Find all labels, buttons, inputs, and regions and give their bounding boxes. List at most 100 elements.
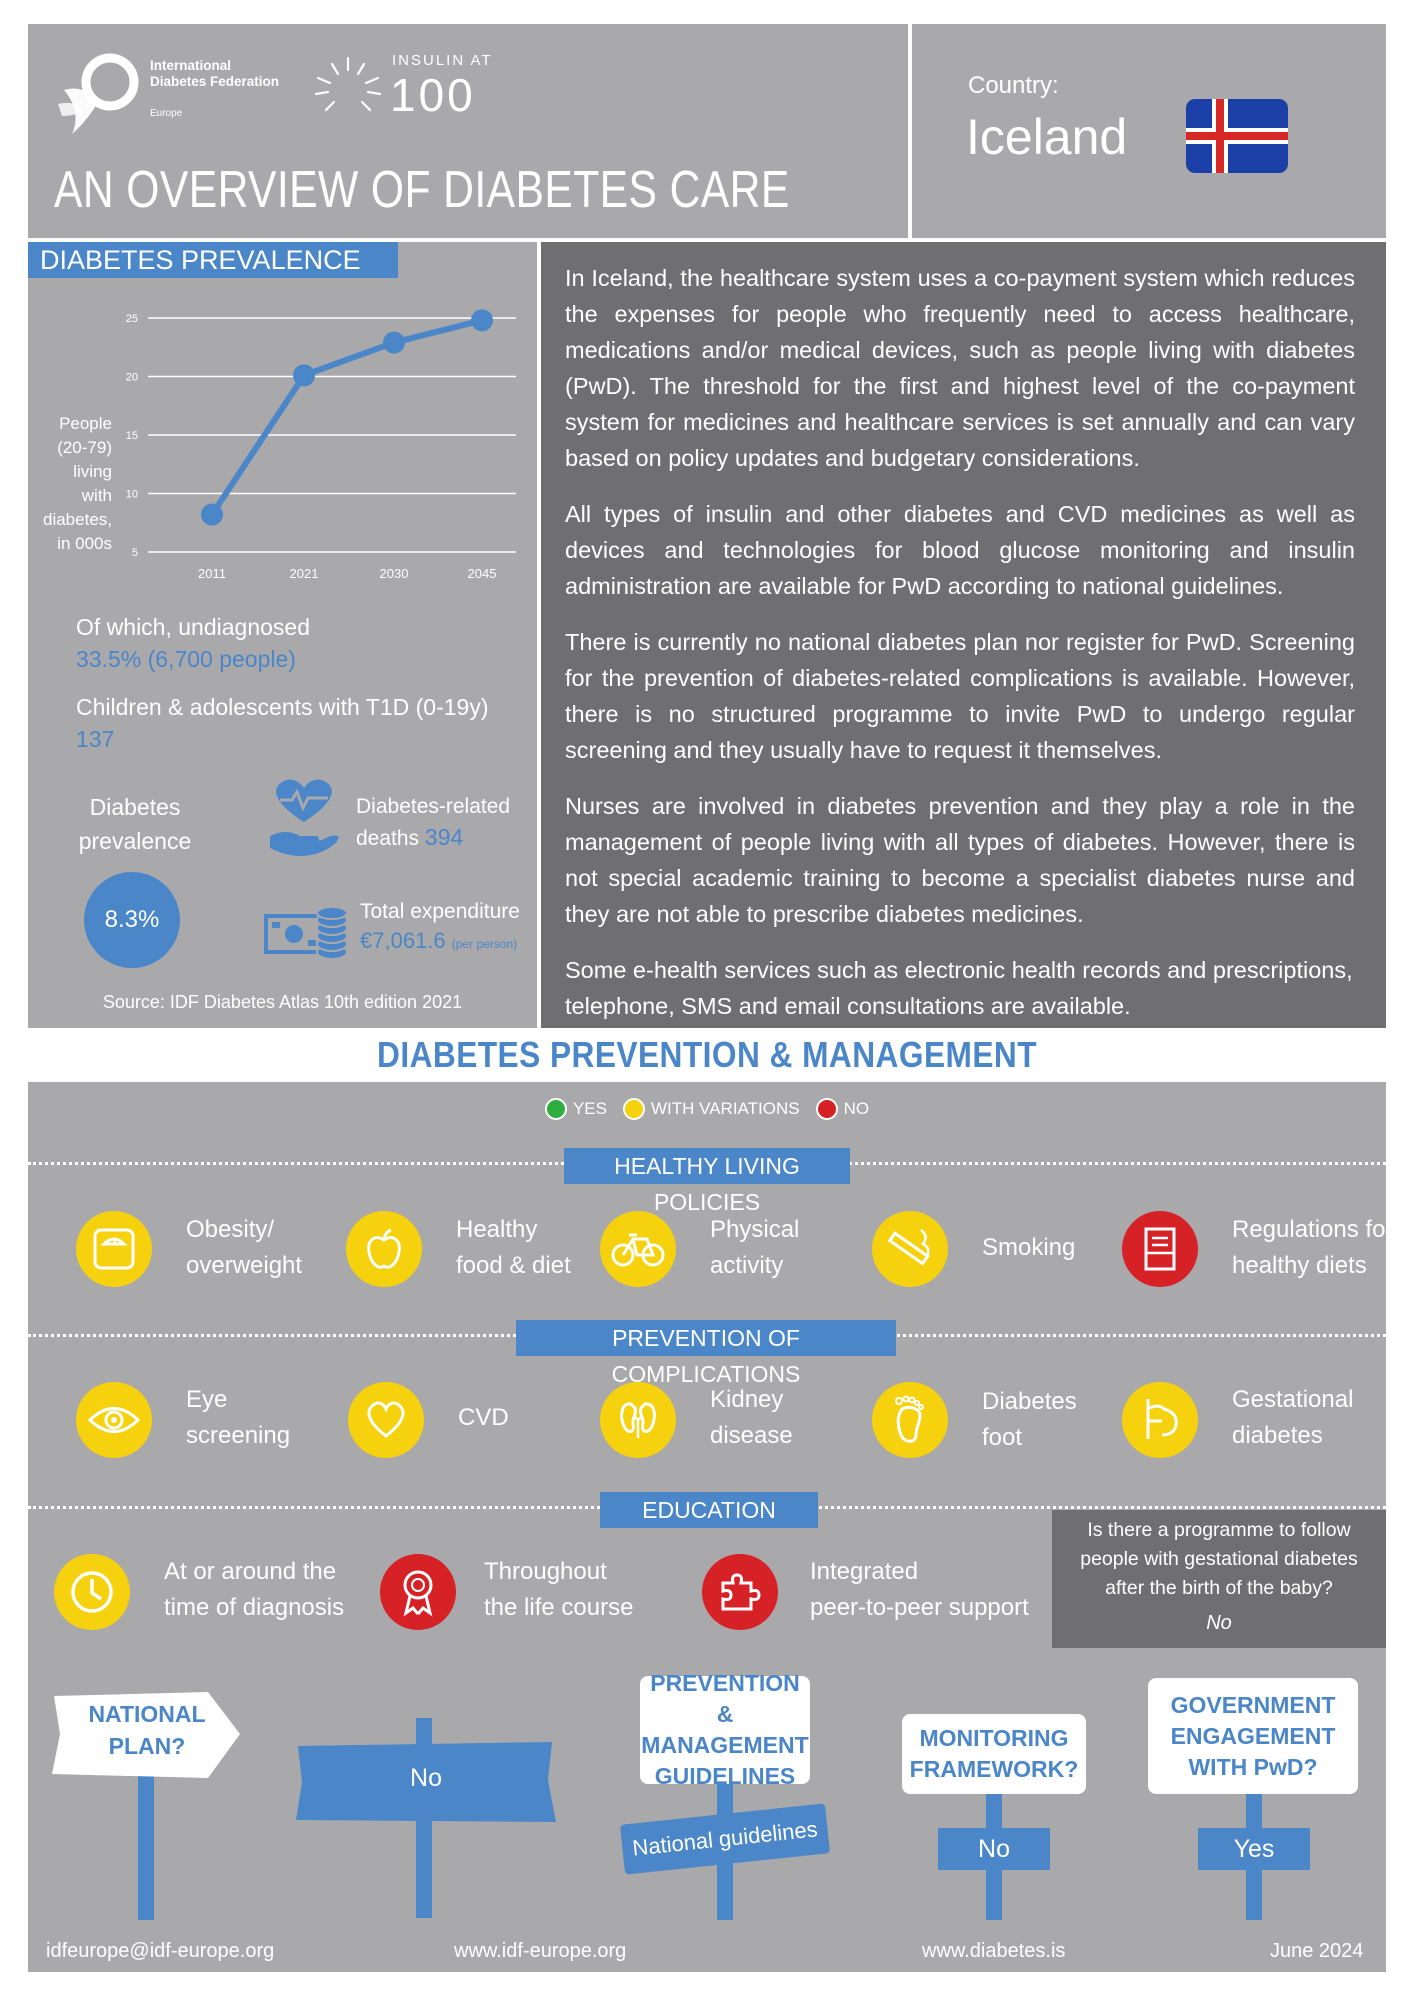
signpost-pole (138, 1740, 154, 1920)
paragraph: All types of insulin and other diabetes … (565, 501, 1355, 599)
section-title-text: DIABETES PREVENTION & MANAGEMENT (376, 1034, 1038, 1075)
education-item-label: Integrated peer-to-peer support (810, 1554, 1029, 1626)
paragraph: There is currently no national diabetes … (565, 629, 1355, 763)
data-point (471, 309, 493, 332)
paragraph: Some e-health services such as electroni… (565, 957, 1353, 1019)
item-line: peer-to-peer support (810, 1594, 1029, 1621)
header-panel (28, 24, 908, 238)
monitoring-answer-text: No (978, 1834, 1010, 1863)
pregnancy-icon (1122, 1382, 1198, 1458)
complication-item-label: Kidney disease (710, 1382, 793, 1454)
legend-variations: WITH VARIATIONS (650, 1099, 800, 1118)
education-item-label: At or around the time of diagnosis (164, 1554, 344, 1626)
expenditure-label: Total expenditure (360, 900, 520, 923)
ylabel-line: diabetes, (43, 510, 112, 529)
country-panel (912, 24, 1386, 238)
section-title: DIABETES PREVENTION & MANAGEMENT (0, 1034, 1414, 1076)
healthy-item-label: Physical activity (710, 1212, 799, 1284)
data-point (383, 331, 405, 354)
item-line: Gestational (1232, 1386, 1354, 1413)
legend-no: NO (843, 1099, 870, 1118)
ylabel-line: living (73, 462, 112, 481)
footer-email[interactable]: idfeurope@idf-europe.org (46, 1940, 275, 1962)
item-line: Integrated (810, 1558, 919, 1585)
item-line: At or around the (164, 1558, 337, 1585)
data-point (293, 364, 315, 387)
item-line: food & diet (456, 1252, 571, 1279)
source-note: Source: IDF Diabetes Atlas 10th edition … (102, 992, 463, 1012)
item-line: Healthy (456, 1216, 538, 1243)
country-label: Country: (968, 72, 1059, 99)
gestational-question: Is there a programme to follow people wi… (1080, 1519, 1358, 1599)
x-tick-label: 2011 (198, 566, 226, 581)
document-icon (1122, 1211, 1198, 1287)
bicycle-icon (600, 1211, 676, 1287)
item-line: screening (186, 1422, 291, 1449)
item-line: Kidney (710, 1386, 784, 1413)
government-answer: Yes (1198, 1828, 1310, 1870)
expenditure-value-row: €7,061.6 (per person) (360, 928, 517, 954)
footer-bar (28, 1930, 1386, 1972)
complication-item-label: CVD (458, 1400, 509, 1436)
complication-item-label: Gestational diabetes (1232, 1382, 1353, 1454)
paragraph: In Iceland, the healthcare system uses a… (565, 265, 1355, 471)
legend-yes: YES (572, 1099, 607, 1118)
government-answer-text: Yes (1233, 1834, 1275, 1863)
idf-name: International Diabetes Federation (150, 58, 280, 89)
item-line: Smoking (982, 1234, 1076, 1261)
children-value: 137 (76, 726, 115, 752)
legend-no-dot (815, 1098, 838, 1120)
item-line: the life course (484, 1594, 634, 1621)
puzzle-icon (702, 1554, 778, 1630)
monitoring-question: MONITORING FRAMEWORK? (902, 1714, 1086, 1794)
children-label: Children & adolescents with T1D (0-19y) (76, 694, 489, 720)
heart-icon (348, 1382, 424, 1458)
money-coins-icon (264, 906, 348, 960)
scale-icon (76, 1211, 152, 1287)
complications-tab: PREVENTION OF COMPLICATIONS (516, 1320, 896, 1387)
item-line: Throughout (484, 1558, 607, 1585)
ylabel-line: with (81, 486, 112, 505)
deaths-label-text: Diabetes-related deaths (356, 795, 511, 850)
footer-website-local[interactable]: www.diabetes.is (922, 1940, 1066, 1962)
eye-icon (76, 1382, 152, 1458)
iceland-flag-icon (1186, 99, 1288, 173)
prevalence-line-chart: 5 10 15 20 25 2011 2021 2030 2045 (126, 309, 516, 581)
item-line: overweight (186, 1252, 303, 1279)
item-line: healthy diets (1232, 1252, 1367, 1279)
gestational-question-box (1052, 1510, 1386, 1648)
government-question-text: GOVERNMENT ENGAGEMENT WITH PwD? (1170, 1691, 1336, 1780)
item-line: Physical (710, 1216, 800, 1243)
insulin-number: 100 (390, 69, 476, 121)
apple-icon (346, 1211, 422, 1287)
national-plan-question: NATIONAL PLAN? (88, 1701, 206, 1759)
idf-region: Europe (150, 108, 183, 119)
page-title: AN OVERVIEW OF DIABETES CARE (54, 161, 790, 219)
monitoring-answer: No (938, 1828, 1050, 1870)
healthy-living-tab: HEALTHY LIVING POLICIES (564, 1148, 850, 1215)
healthy-item-label: Healthy food & diet (456, 1212, 571, 1284)
y-tick-label: 15 (126, 430, 138, 442)
healthy-item-label: Regulations for healthy diets (1232, 1212, 1393, 1284)
cigarette-icon (872, 1211, 948, 1287)
chart-ylabel: People (20-79) living with diabetes, in … (40, 412, 112, 556)
ribbon-icon (380, 1554, 456, 1630)
undiagnosed-value: 33.5% (6,700 people) (76, 646, 296, 672)
series-line (209, 317, 483, 517)
undiagnosed-label: Of which, undiagnosed (76, 614, 310, 640)
heart-hand-icon (270, 779, 339, 856)
arrow-sign-shape (52, 1692, 240, 1778)
gestational-answer: No (1206, 1612, 1232, 1634)
insulin-label: INSULIN AT (392, 52, 493, 69)
prevalence-tab: DIABETES PREVALENCE (28, 242, 398, 278)
expenditure-unit: (per person) (451, 937, 518, 951)
paragraph: Nurses are involved in diabetes preventi… (565, 793, 1355, 927)
complication-item-label: Diabetes foot (982, 1384, 1077, 1456)
footer-website-idf[interactable]: www.idf-europe.org (454, 1940, 627, 1962)
y-tick-label: 20 (126, 372, 138, 384)
healthy-item-label: Smoking (982, 1230, 1075, 1266)
guidelines-answer-text: National guidelines (631, 1816, 819, 1861)
y-tick-label: 10 (126, 489, 138, 501)
item-line: Eye (186, 1386, 228, 1413)
ylabel-line: in 000s (57, 534, 112, 553)
